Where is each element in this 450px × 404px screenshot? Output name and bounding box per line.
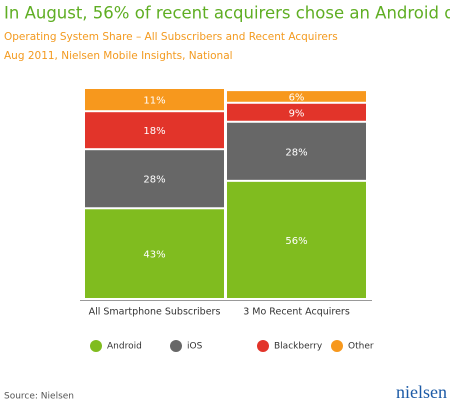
bar-segment xyxy=(227,103,366,121)
value-label: 9% xyxy=(289,108,305,119)
value-label: 11% xyxy=(143,96,165,107)
bar-segment xyxy=(227,181,366,298)
legend-label: iOS xyxy=(187,342,203,352)
chart-subtitle: Aug 2011, Nielsen Mobile Insights, Natio… xyxy=(4,50,233,62)
logo: nielsen xyxy=(396,382,447,402)
value-label: 6% xyxy=(289,92,305,103)
x-tick-label: All Smartphone Subscribers xyxy=(89,307,221,318)
legend-marker xyxy=(257,340,269,352)
legend-marker xyxy=(90,340,102,352)
bar-segment xyxy=(85,150,224,208)
legend-label: Other xyxy=(348,342,374,352)
bar-segment xyxy=(85,112,224,149)
legend-marker xyxy=(331,340,343,352)
value-label: 18% xyxy=(143,126,165,137)
chart-title: In August, 56% of recent acquirers chose… xyxy=(4,4,450,23)
source: Source: Nielsen xyxy=(4,392,74,402)
x-tick-label: 3 Mo Recent Acquirers xyxy=(243,307,350,318)
legend-label: Blackberry xyxy=(274,342,323,352)
bar-segment xyxy=(227,91,366,102)
legend-label: Android xyxy=(107,342,142,352)
bar-segment xyxy=(85,89,224,111)
chart-subtitle: Operating System Share – All Subscribers… xyxy=(4,31,338,43)
bar-segment xyxy=(85,209,224,298)
bar-segment xyxy=(227,122,366,180)
value-label: 28% xyxy=(143,175,165,186)
legend-marker xyxy=(170,340,182,352)
value-label: 56% xyxy=(285,236,307,247)
value-label: 43% xyxy=(143,250,165,261)
value-label: 28% xyxy=(285,147,307,158)
